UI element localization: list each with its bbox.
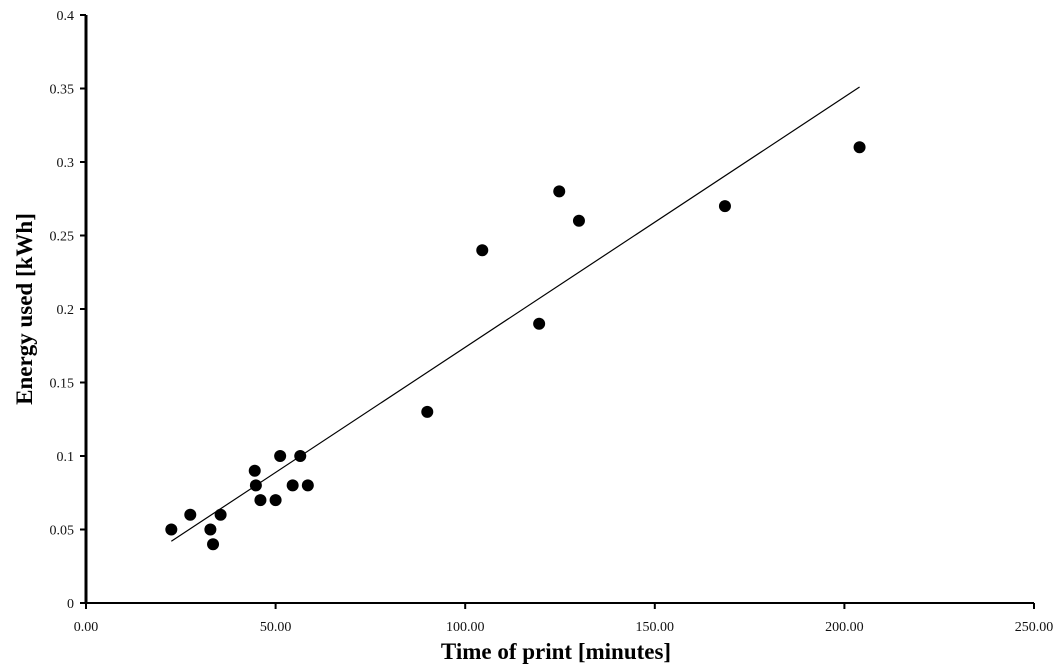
x-tick-label: 0.00 bbox=[74, 620, 99, 635]
data-point bbox=[286, 479, 299, 492]
y-tick-label: 0.2 bbox=[57, 303, 75, 318]
data-point bbox=[204, 523, 217, 536]
data-point bbox=[572, 214, 585, 227]
data-point bbox=[214, 508, 227, 521]
data-point bbox=[718, 200, 731, 213]
data-point bbox=[421, 405, 434, 418]
y-tick-label: 0.25 bbox=[50, 230, 75, 245]
x-axis-ticks: 0.00 50.00 100.00 150.00 200.00 250.00 bbox=[74, 603, 1054, 635]
y-axis-title: Energy used [kWh] bbox=[12, 213, 37, 405]
data-point bbox=[184, 508, 197, 521]
data-point bbox=[533, 317, 546, 330]
data-point bbox=[254, 494, 267, 507]
data-point bbox=[553, 185, 566, 198]
y-tick-label: 0.1 bbox=[57, 450, 75, 465]
y-axis-ticks: 0 0.05 0.1 0.15 0.2 0.25 0.3 0.35 0.4 bbox=[50, 9, 86, 612]
data-points bbox=[165, 141, 866, 551]
x-axis-title: Time of print [minutes] bbox=[441, 639, 671, 664]
data-point bbox=[207, 538, 220, 551]
y-tick-label: 0.15 bbox=[50, 377, 75, 392]
x-tick-label: 100.00 bbox=[446, 620, 485, 635]
y-tick-label: 0.35 bbox=[50, 83, 75, 98]
y-tick-label: 0 bbox=[67, 597, 74, 612]
data-point bbox=[294, 450, 307, 462]
x-tick-label: 50.00 bbox=[260, 620, 292, 635]
data-point bbox=[249, 479, 262, 492]
x-tick-label: 150.00 bbox=[636, 620, 675, 635]
data-point bbox=[301, 479, 314, 492]
data-point bbox=[269, 494, 282, 507]
data-point bbox=[165, 523, 178, 536]
axes bbox=[84, 15, 1034, 604]
y-tick-label: 0.3 bbox=[57, 156, 75, 171]
y-tick-label: 0.05 bbox=[50, 524, 75, 539]
data-point bbox=[853, 141, 866, 154]
x-tick-label: 200.00 bbox=[825, 620, 864, 635]
trendline-group bbox=[170, 86, 860, 542]
trendline bbox=[170, 86, 860, 542]
x-tick-label: 250.00 bbox=[1015, 620, 1054, 635]
data-point bbox=[274, 450, 287, 462]
data-point bbox=[476, 244, 489, 257]
y-tick-label: 0.4 bbox=[57, 9, 75, 24]
data-point bbox=[248, 464, 261, 477]
